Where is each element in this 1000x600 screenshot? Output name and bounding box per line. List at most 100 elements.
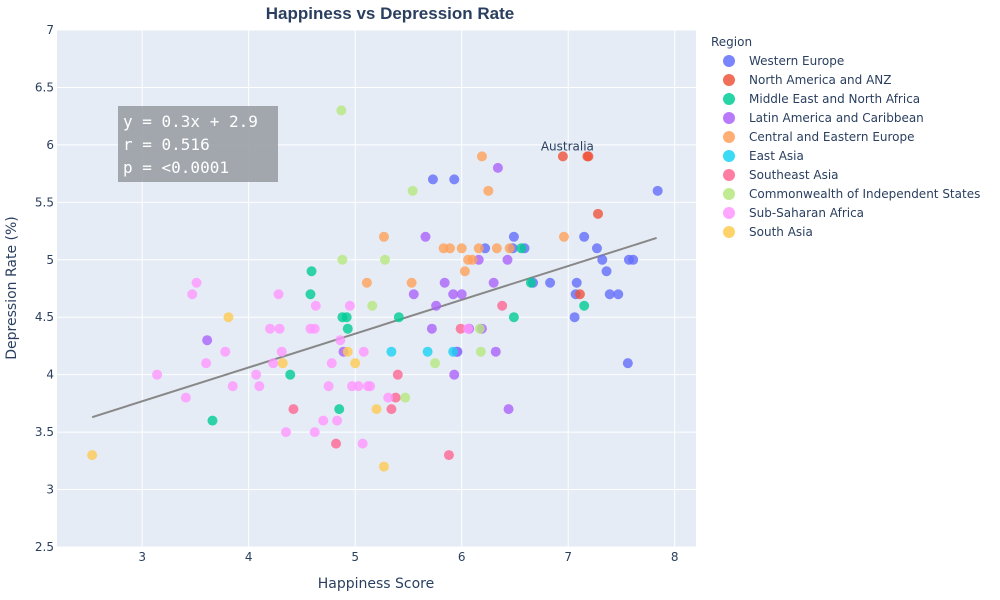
data-point[interactable] (251, 369, 262, 380)
data-point[interactable] (371, 404, 382, 415)
data-point[interactable] (475, 346, 486, 357)
data-point[interactable] (473, 243, 484, 254)
data-point[interactable] (569, 312, 580, 323)
data-point[interactable] (277, 358, 288, 369)
data-point[interactable] (378, 461, 389, 472)
legend-item[interactable]: East Asia (723, 149, 804, 163)
data-point[interactable] (87, 450, 98, 461)
data-point[interactable] (422, 346, 433, 357)
data-point[interactable] (254, 381, 265, 392)
data-point[interactable] (265, 323, 275, 334)
data-point[interactable] (456, 289, 467, 300)
data-point[interactable] (503, 404, 514, 415)
data-point[interactable] (223, 312, 234, 323)
data-point[interactable] (191, 277, 202, 288)
data-point[interactable] (476, 151, 487, 162)
data-point[interactable] (408, 289, 419, 300)
data-point[interactable] (386, 404, 397, 415)
data-point[interactable] (337, 254, 348, 265)
data-point[interactable] (353, 381, 364, 392)
data-point[interactable] (341, 312, 352, 323)
data-point[interactable] (591, 243, 602, 254)
data-point[interactable] (326, 358, 337, 369)
data-point[interactable] (202, 335, 213, 346)
data-point[interactable] (448, 346, 459, 357)
data-point[interactable] (508, 231, 519, 242)
data-point[interactable] (622, 358, 633, 369)
data-point[interactable] (406, 277, 417, 288)
data-point[interactable] (380, 254, 391, 265)
data-point[interactable] (331, 438, 342, 449)
data-point[interactable] (400, 392, 411, 403)
legend-item[interactable]: Latin America and Caribbean (723, 111, 924, 125)
data-point[interactable] (309, 323, 320, 334)
data-point[interactable] (365, 381, 376, 392)
data-point[interactable] (652, 185, 663, 196)
data-point[interactable] (361, 277, 372, 288)
data-point[interactable] (357, 438, 368, 449)
legend-item[interactable]: Sub-Saharan Africa (723, 206, 864, 220)
data-point[interactable] (180, 392, 191, 403)
data-point[interactable] (483, 185, 494, 196)
data-point[interactable] (426, 323, 437, 334)
data-point[interactable] (335, 335, 346, 346)
data-point[interactable] (427, 174, 438, 185)
data-point[interactable] (504, 243, 515, 254)
data-point[interactable] (367, 300, 378, 311)
data-point[interactable] (455, 323, 466, 334)
data-point[interactable] (497, 300, 508, 311)
data-point[interactable] (332, 415, 343, 426)
data-point[interactable] (557, 151, 568, 162)
legend-item[interactable]: Western Europe (723, 54, 844, 68)
data-point[interactable] (390, 392, 401, 403)
data-point[interactable] (604, 289, 615, 300)
data-point[interactable] (305, 289, 316, 300)
data-point[interactable] (274, 323, 285, 334)
data-point[interactable] (306, 266, 317, 277)
data-point[interactable] (474, 323, 485, 334)
data-point[interactable] (378, 231, 389, 242)
data-point[interactable] (579, 231, 590, 242)
data-point[interactable] (488, 277, 499, 288)
data-point[interactable] (285, 369, 296, 380)
data-point[interactable] (344, 300, 355, 311)
data-point[interactable] (273, 289, 284, 300)
data-point[interactable] (545, 277, 556, 288)
data-point[interactable] (456, 243, 467, 254)
data-point[interactable] (601, 266, 612, 277)
data-point[interactable] (386, 346, 397, 357)
data-point[interactable] (430, 358, 441, 369)
data-point[interactable] (558, 231, 569, 242)
data-point[interactable] (358, 346, 369, 357)
data-point[interactable] (579, 300, 590, 311)
data-point[interactable] (310, 300, 321, 311)
data-point[interactable] (342, 346, 353, 357)
data-point[interactable] (187, 289, 198, 300)
data-point[interactable] (463, 323, 474, 334)
data-point[interactable] (280, 427, 291, 438)
data-point[interactable] (467, 254, 478, 265)
data-point[interactable] (201, 358, 212, 369)
data-point[interactable] (571, 277, 582, 288)
data-point[interactable] (309, 427, 320, 438)
data-point[interactable] (449, 369, 460, 380)
data-point[interactable] (393, 312, 404, 323)
legend-item[interactable]: South Asia (723, 225, 813, 239)
data-point[interactable] (318, 415, 329, 426)
data-point[interactable] (407, 185, 418, 196)
data-point[interactable] (490, 346, 501, 357)
data-point[interactable] (336, 105, 347, 116)
data-point[interactable] (392, 369, 403, 380)
data-point[interactable] (443, 450, 454, 461)
data-point[interactable] (593, 208, 604, 219)
legend-item[interactable]: Commonwealth of Independent States (723, 187, 980, 201)
data-point[interactable] (342, 323, 353, 334)
data-point[interactable] (508, 312, 519, 323)
data-point[interactable] (276, 346, 287, 357)
legend-item[interactable]: North America and ANZ (723, 73, 892, 87)
data-point[interactable] (220, 346, 231, 357)
data-point[interactable] (492, 162, 503, 173)
data-point[interactable] (288, 404, 299, 415)
data-point[interactable] (502, 254, 513, 265)
data-point[interactable] (268, 358, 279, 369)
